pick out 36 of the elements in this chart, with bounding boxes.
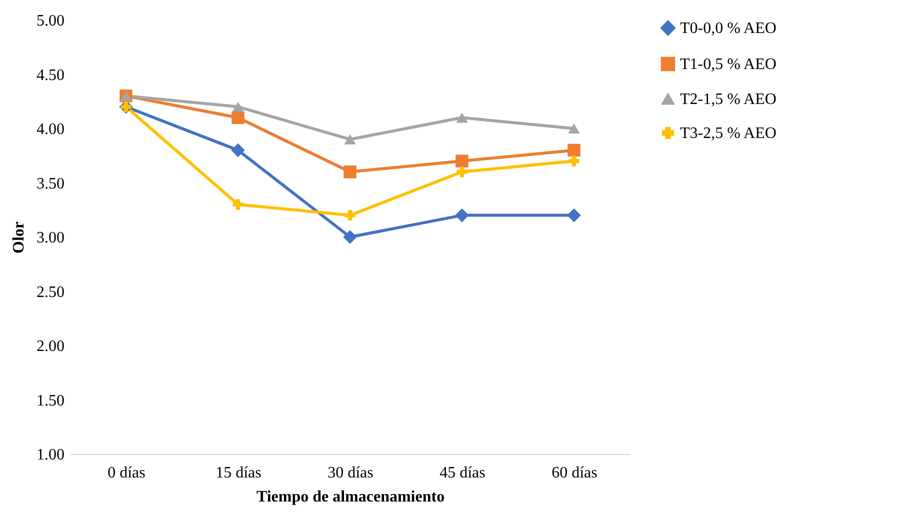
y-tick-label: 1.50 — [36, 392, 64, 410]
y-tick-label: 2.50 — [36, 284, 64, 301]
point — [568, 144, 580, 157]
x-tick-label: 30 días — [328, 464, 374, 482]
point — [568, 156, 580, 166]
point — [343, 230, 357, 244]
x-tick-label: 0 días — [108, 464, 146, 482]
point — [231, 143, 245, 158]
y-tick-label: 4.50 — [36, 66, 64, 84]
point — [456, 112, 468, 123]
y-tick-label: 3.00 — [36, 230, 64, 246]
legend-label: T0-0,0 % AEO — [680, 20, 776, 37]
y-tick-label: 4.00 — [36, 121, 64, 138]
point — [568, 123, 580, 134]
point — [456, 154, 468, 168]
y-axis-title: Olor — [10, 222, 28, 254]
point — [344, 134, 356, 144]
y-tick-label: 3.50 — [36, 175, 64, 192]
point — [344, 166, 356, 178]
x-axis-title: Tiempo de almacenamiento — [256, 488, 445, 506]
point — [456, 166, 468, 178]
x-tick-label: 60 días — [552, 464, 598, 482]
y-tick-label: 5.00 — [36, 12, 64, 30]
point — [232, 199, 244, 210]
point — [567, 208, 581, 222]
point — [344, 210, 356, 221]
y-tick-label: 1.00 — [36, 446, 64, 464]
legend-label: T2-1,5 % AEO — [680, 91, 776, 108]
x-tick-label: 45 días — [440, 464, 486, 482]
legend-label: T1-0,5 % AEO — [680, 56, 776, 73]
legend-label: T3-2,5 % AEO — [680, 125, 776, 142]
point — [455, 208, 469, 222]
point — [232, 111, 244, 124]
point — [232, 102, 244, 112]
x-tick-label: 15 días — [216, 464, 262, 482]
y-tick-label: 2.00 — [36, 338, 64, 355]
